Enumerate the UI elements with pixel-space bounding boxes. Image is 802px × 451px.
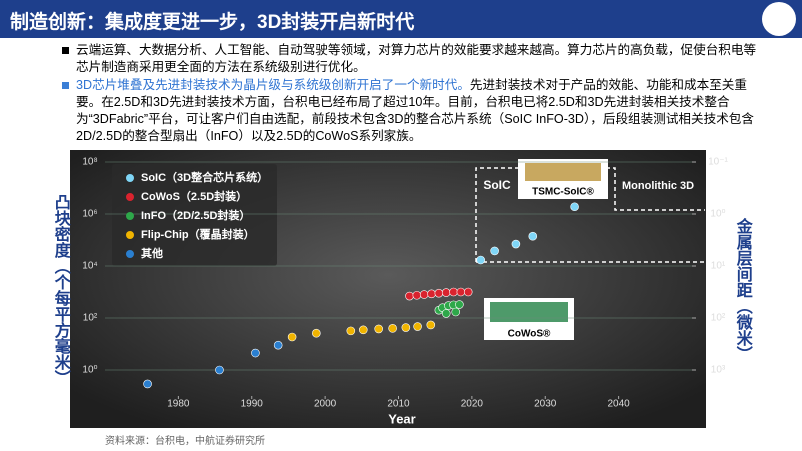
x-tick-label: 1990 — [241, 399, 264, 410]
point — [449, 287, 458, 297]
point — [490, 246, 499, 256]
point — [476, 255, 485, 265]
legend-label: 其他 — [141, 246, 163, 260]
x-tick-label: 2000 — [314, 399, 337, 410]
point — [346, 326, 356, 336]
x-tick-label: 2020 — [461, 399, 484, 410]
soic-chip — [525, 163, 601, 181]
x-tick-label: 1980 — [167, 399, 190, 410]
annotation: Monolithic 3D — [622, 180, 694, 192]
point — [413, 322, 422, 331]
y-axis-label: 凸块密度（个每平方毫米） — [52, 194, 72, 386]
point — [287, 332, 297, 342]
x-tick-label: 2040 — [608, 399, 631, 410]
source: 资料来源：台积电，中航证券研究所 — [105, 436, 265, 447]
y-tick-label: 10⁴ — [82, 261, 97, 272]
annotation: SoIC — [483, 178, 511, 192]
point — [273, 340, 283, 350]
title: 制造创新：集成度更进一步，3D封装开启新时代 — [10, 12, 415, 33]
point — [312, 328, 321, 338]
point — [441, 309, 451, 318]
legend-label: SoIC（3D整合芯片系统） — [141, 170, 268, 184]
point — [419, 290, 429, 299]
bullet: 云端运算、大数据分析、人工智能、自动驾驶等领域，对算力芯片的效能要求越来越高。算… — [62, 42, 762, 76]
point — [388, 324, 397, 333]
bullets: 云端运算、大数据分析、人工智能、自动驾驶等领域，对算力芯片的效能要求越来越高。算… — [62, 42, 762, 146]
point — [511, 239, 521, 249]
bullet-text: 先进封装技术对于产品的效能、功能和成本至关重要。在2.5D和3D先进封装技术方面… — [76, 78, 754, 143]
highlight: 3D芯片堆叠及先进封装技术为晶片级与系统级创新开启了一个新时代。 — [76, 78, 470, 92]
legend-marker — [126, 250, 134, 258]
legend-label: InFO（2D/2.5D封装） — [141, 208, 250, 222]
logo — [762, 2, 796, 36]
point — [427, 289, 436, 299]
point — [426, 320, 436, 330]
point — [251, 348, 260, 358]
y2-tick-label: 10⁰ — [710, 209, 725, 220]
header: 制造创新：集成度更进一步，3D封装开启新时代 — [0, 0, 802, 38]
y-tick-label: 10² — [83, 313, 98, 324]
y-tick-label: 10⁶ — [82, 209, 97, 220]
point — [456, 287, 466, 297]
cowos-chip — [490, 302, 568, 322]
point — [374, 324, 383, 334]
x-tick-label: 2010 — [387, 399, 410, 410]
x-tick-label: 2030 — [534, 399, 557, 410]
point — [455, 300, 464, 309]
point — [434, 288, 444, 298]
point — [358, 325, 368, 335]
y-tick-label: 10⁰ — [82, 365, 97, 376]
point — [451, 307, 461, 317]
point — [401, 323, 411, 332]
point — [463, 287, 473, 297]
point — [570, 202, 579, 212]
point — [143, 379, 152, 389]
dashed-guides — [475, 167, 705, 263]
bullet: 3D芯片堆叠及先进封装技术为晶片级与系统级创新开启了一个新时代。先进封装技术对于… — [62, 77, 762, 145]
legend-marker — [126, 212, 134, 220]
y-tick-label: 10⁸ — [82, 157, 97, 168]
point — [441, 288, 451, 297]
y2-tick-label: 10⁻¹ — [708, 157, 728, 168]
point — [215, 365, 224, 375]
point — [528, 231, 538, 241]
legend-marker — [126, 193, 134, 201]
y2-tick-label: 10³ — [711, 365, 726, 376]
point — [405, 291, 414, 301]
annotation: TSMC-SoIC® — [532, 187, 594, 198]
legend-label: CoWoS（2.5D封装） — [141, 189, 247, 203]
y2-axis-label: 金属层间距（微米） — [734, 217, 754, 362]
legend-marker — [126, 231, 134, 239]
y2-tick-label: 10¹ — [711, 261, 726, 272]
point — [412, 290, 422, 300]
x-axis-label: Year — [388, 411, 415, 426]
legend-marker — [126, 174, 134, 182]
legend-label: Flip-Chip（覆晶封装） — [141, 227, 255, 241]
y2-tick-label: 10² — [711, 313, 726, 324]
annotation: CoWoS® — [508, 329, 551, 340]
legend-box — [112, 164, 277, 266]
